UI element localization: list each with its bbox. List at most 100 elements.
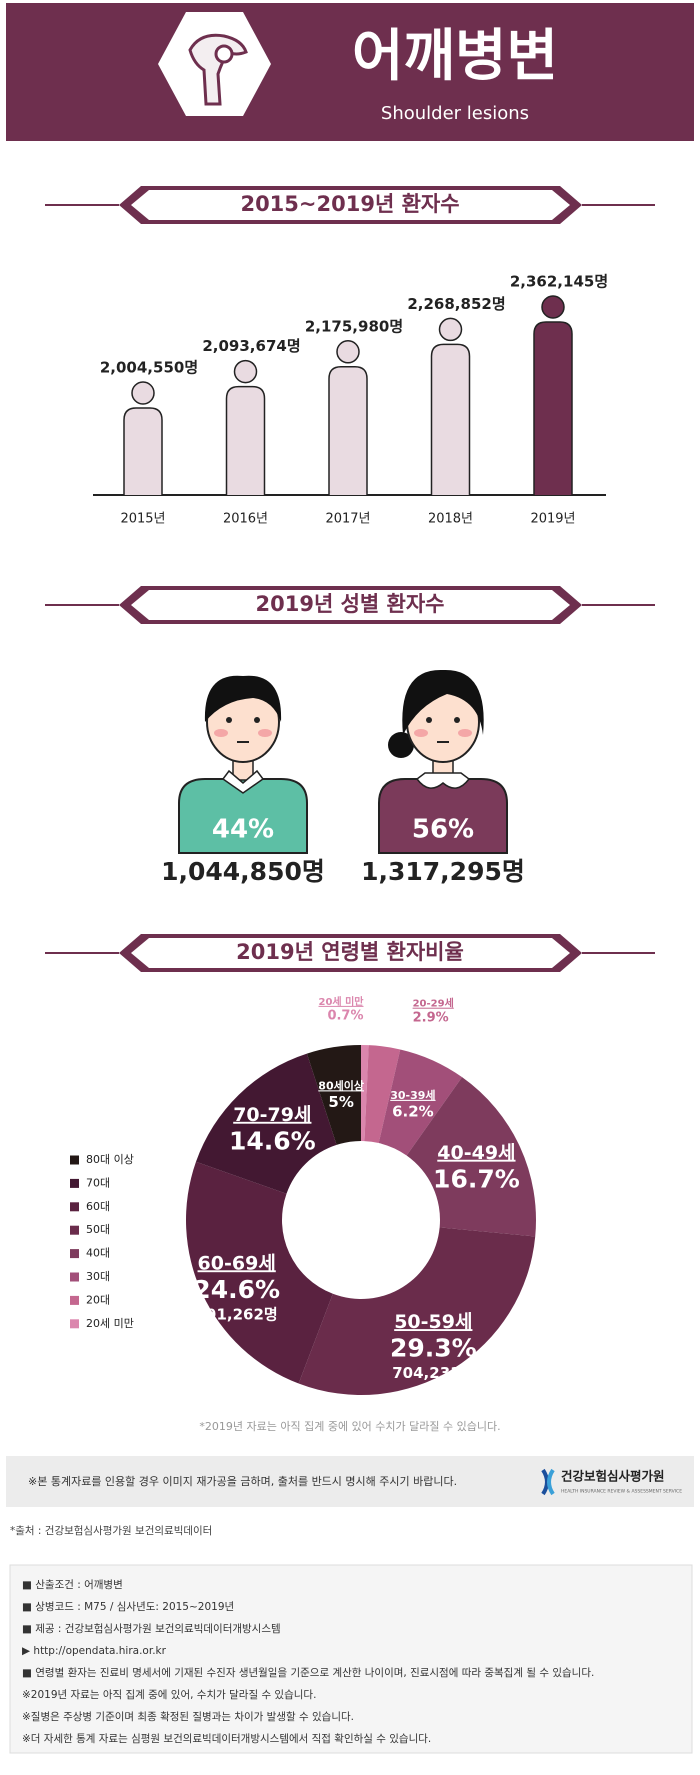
legend-label: 20대 <box>86 1293 110 1306</box>
info-line: ■ 연령별 환자는 진료비 명세서에 기재된 수진자 생년월일을 기준으로 계산… <box>22 1666 594 1679</box>
banner-text: ※본 통계자료를 인용할 경우 이미지 재가공을 금하며, 출처를 반드시 명시… <box>28 1474 457 1488</box>
slice-name: 40-49세 <box>437 1142 515 1164</box>
legend-swatch <box>70 1225 79 1235</box>
header-title: 어깨병변 <box>352 24 558 89</box>
count-label: 1,317,295명 <box>361 857 525 886</box>
section-title: 2019년 성별 환자수 <box>256 592 445 616</box>
ribbon-inner <box>131 938 570 968</box>
hair-bun <box>388 732 414 758</box>
cheek <box>414 729 428 737</box>
section-title: 2015~2019년 환자수 <box>240 192 459 216</box>
info-line: ▶ http://opendata.hira.or.kr <box>22 1645 167 1657</box>
donut-slice <box>195 1053 337 1194</box>
x-tick-label: 2016년 <box>223 512 268 527</box>
slice-value: 14.6% <box>229 1126 316 1155</box>
eye <box>426 717 432 723</box>
header-band <box>6 3 694 141</box>
legend-label: 40대 <box>86 1247 110 1260</box>
ribbon-inner <box>131 590 570 620</box>
count-label: 1,044,850명 <box>161 857 325 886</box>
logo-icon <box>541 1468 555 1496</box>
slice-value: 2.9% <box>413 1010 449 1025</box>
shoulder-icon <box>188 33 248 106</box>
figure-head <box>541 295 565 319</box>
slice-name: 20-29세 <box>413 997 454 1010</box>
slice-name: 60-69세 <box>198 1252 276 1274</box>
cheek <box>214 729 228 737</box>
value-label: 2,268,852명 <box>407 295 505 313</box>
slice-count: 704,231명 <box>392 1364 474 1382</box>
slice-name: 30-39세 <box>390 1088 435 1102</box>
legend-swatch <box>70 1272 79 1282</box>
figure-body <box>123 407 163 495</box>
info-line: ■ 제공 : 건강보험심사평가원 보건의료빅데이터개방시스템 <box>22 1623 281 1635</box>
hair <box>204 675 282 722</box>
header-subtitle: Shoulder lesions <box>381 103 529 124</box>
value-label: 2,362,145명 <box>510 273 608 291</box>
legend-swatch <box>70 1295 79 1305</box>
note: *2019년 자료는 아직 집계 중에 있어 수치가 달라질 수 있습니다. <box>199 1420 500 1433</box>
donut-slice <box>185 1161 333 1384</box>
slice-name: 50-59세 <box>394 1311 472 1333</box>
source: *출처 : 건강보험심사평가원 보건의료빅데이터 <box>10 1525 212 1537</box>
legend-label: 20세 미만 <box>86 1317 134 1330</box>
figure-head <box>233 359 258 384</box>
figure-body <box>225 385 266 495</box>
slice-value: 24.6% <box>193 1275 280 1304</box>
info-line: ■ 산출조건 : 어깨병변 <box>22 1579 123 1591</box>
info-line: ※더 자세한 통계 자료는 심평원 보건의료빅데이터개방시스템에서 직접 확인하… <box>22 1732 431 1745</box>
x-tick-label: 2018년 <box>428 512 473 527</box>
value-label: 2,175,980명 <box>305 317 403 335</box>
slice-count: 591,262명 <box>196 1305 278 1323</box>
donut-slice <box>306 1045 361 1145</box>
x-tick-label: 2019년 <box>530 512 575 527</box>
info-lines: ■ 산출조건 : 어깨병변 ■ 상병코드 : M75 / 심사년도: 2015~2… <box>22 1579 594 1745</box>
legend-swatch <box>70 1319 79 1329</box>
eye <box>254 717 260 723</box>
info-line: ■ 상병코드 : M75 / 심사년도: 2015~2019년 <box>22 1601 234 1613</box>
figure-body <box>533 321 573 495</box>
eye <box>226 717 232 723</box>
cheek <box>258 729 272 737</box>
legend-label: 30대 <box>86 1270 110 1283</box>
ribbon-inner <box>131 190 570 220</box>
slice-value: 0.7% <box>327 1009 363 1024</box>
banner <box>6 1456 694 1507</box>
x-tick-label: 2015년 <box>120 512 165 527</box>
eye <box>454 717 460 723</box>
collar <box>221 769 265 794</box>
legend-label: 70대 <box>86 1176 110 1189</box>
slice-name: 20세 미만 <box>319 995 365 1008</box>
hair <box>402 669 484 735</box>
legend-label: 50대 <box>86 1223 110 1236</box>
value-label: 2,093,674명 <box>202 337 300 355</box>
figure-head <box>131 381 155 405</box>
cheek <box>458 729 472 737</box>
info-box <box>9 1564 693 1754</box>
slice-name: 80세이상 <box>318 1078 364 1092</box>
legend-swatch <box>70 1249 79 1259</box>
donut-slice <box>361 1045 369 1142</box>
value-label: 56% <box>412 815 474 845</box>
x-tick-label: 2017년 <box>325 512 370 527</box>
slice-name: 70-79세 <box>233 1104 311 1126</box>
legend-swatch <box>70 1178 79 1188</box>
legend-label: 60대 <box>86 1200 110 1213</box>
slice-value: 16.7% <box>433 1164 520 1193</box>
figure-head <box>336 340 360 364</box>
logo-text: 건강보험심사평가원 <box>561 1469 665 1484</box>
slice-value: 29.3% <box>390 1334 477 1363</box>
donut-slice <box>378 1049 463 1156</box>
donut-slice <box>298 1227 536 1395</box>
value-label: 2,004,550명 <box>100 359 198 377</box>
collar <box>415 772 471 789</box>
info-line: ※2019년 자료는 아직 집계 중에 있어, 수치가 달라질 수 있습니다. <box>22 1689 316 1701</box>
slice-value: 6.2% <box>392 1102 434 1120</box>
figure-body <box>328 366 368 495</box>
legend-label: 80대 이상 <box>86 1153 134 1166</box>
shirt <box>178 778 308 854</box>
figure-head <box>438 317 463 342</box>
logo-subtext: HEALTH INSURANCE REVIEW & ASSESSMENT SER… <box>561 1489 682 1495</box>
donut-slice <box>406 1077 536 1237</box>
